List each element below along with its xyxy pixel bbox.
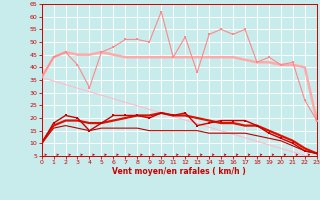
X-axis label: Vent moyen/en rafales ( km/h ): Vent moyen/en rafales ( km/h ) — [112, 167, 246, 176]
